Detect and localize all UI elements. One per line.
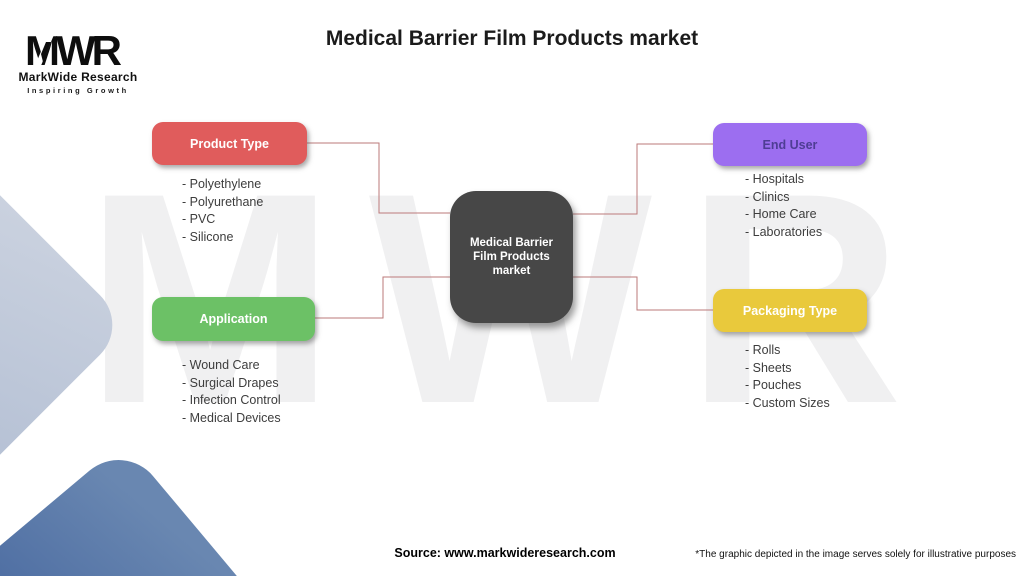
- logo-mark-icon: MWR: [25, 27, 126, 72]
- node-packaging-type-items: - Rolls - Sheets - Pouches - Custom Size…: [745, 342, 830, 412]
- node-packaging-type-label: Packaging Type: [742, 303, 838, 318]
- node-product-type: Product Type: [152, 122, 307, 165]
- node-product-type-items: - Polyethylene - Polyurethane - PVC - Si…: [182, 176, 263, 246]
- logo: MWR MarkWide Research Inspiring Growth: [18, 24, 138, 95]
- list-item: - Custom Sizes: [745, 395, 830, 410]
- list-item: - Rolls: [745, 343, 781, 357]
- node-application-label: Application: [199, 312, 268, 326]
- connector-product-type: [307, 142, 450, 214]
- list-item: - Sheets: [745, 360, 792, 375]
- node-end-user-items: - Hospitals - Clinics - Home Care - Labo…: [745, 171, 822, 241]
- logo-mark-bolt: [41, 42, 51, 62]
- list-item: - Polyurethane: [182, 194, 264, 209]
- logo-tagline: Inspiring Growth: [27, 86, 129, 95]
- logo-mark-text: MWR: [25, 27, 122, 72]
- list-item: - Home Care: [745, 207, 817, 221]
- list-item: - Pouches: [745, 378, 802, 392]
- central-node: Medical Barrier Film Products market: [450, 191, 573, 323]
- connector-packaging-type: [573, 276, 713, 311]
- connector-end-user: [573, 143, 713, 215]
- list-item: - Clinics: [745, 189, 790, 204]
- footer-disclaimer: *The graphic depicted in the image serve…: [695, 549, 1016, 560]
- logo-name: MarkWide Research: [18, 70, 138, 84]
- list-item: - Hospitals: [745, 172, 805, 186]
- node-product-type-label: Product Type: [190, 136, 269, 151]
- footer-source: Source: www.markwideresearch.com: [394, 546, 616, 560]
- list-item: - Medical Devices: [182, 410, 281, 425]
- node-end-user-label: End User: [762, 137, 818, 152]
- central-node-label: Medical Barrier Film Products market: [469, 237, 554, 277]
- list-item: - Silicone: [182, 229, 234, 244]
- list-item: - Laboratories: [745, 224, 823, 239]
- node-application-items: - Wound Care - Surgical Drapes - Infecti…: [182, 357, 281, 427]
- node-packaging-type: Packaging Type: [713, 289, 867, 332]
- connector-application: [315, 276, 450, 319]
- node-application: Application: [152, 297, 315, 341]
- list-item: - PVC: [182, 212, 216, 226]
- list-item: - Polyethylene: [182, 177, 262, 191]
- list-item: - Wound Care: [182, 358, 260, 372]
- list-item: - Infection Control: [182, 393, 281, 407]
- node-end-user: End User: [713, 123, 867, 166]
- page-title: Medical Barrier Film Products market: [325, 27, 699, 50]
- list-item: - Surgical Drapes: [182, 375, 279, 390]
